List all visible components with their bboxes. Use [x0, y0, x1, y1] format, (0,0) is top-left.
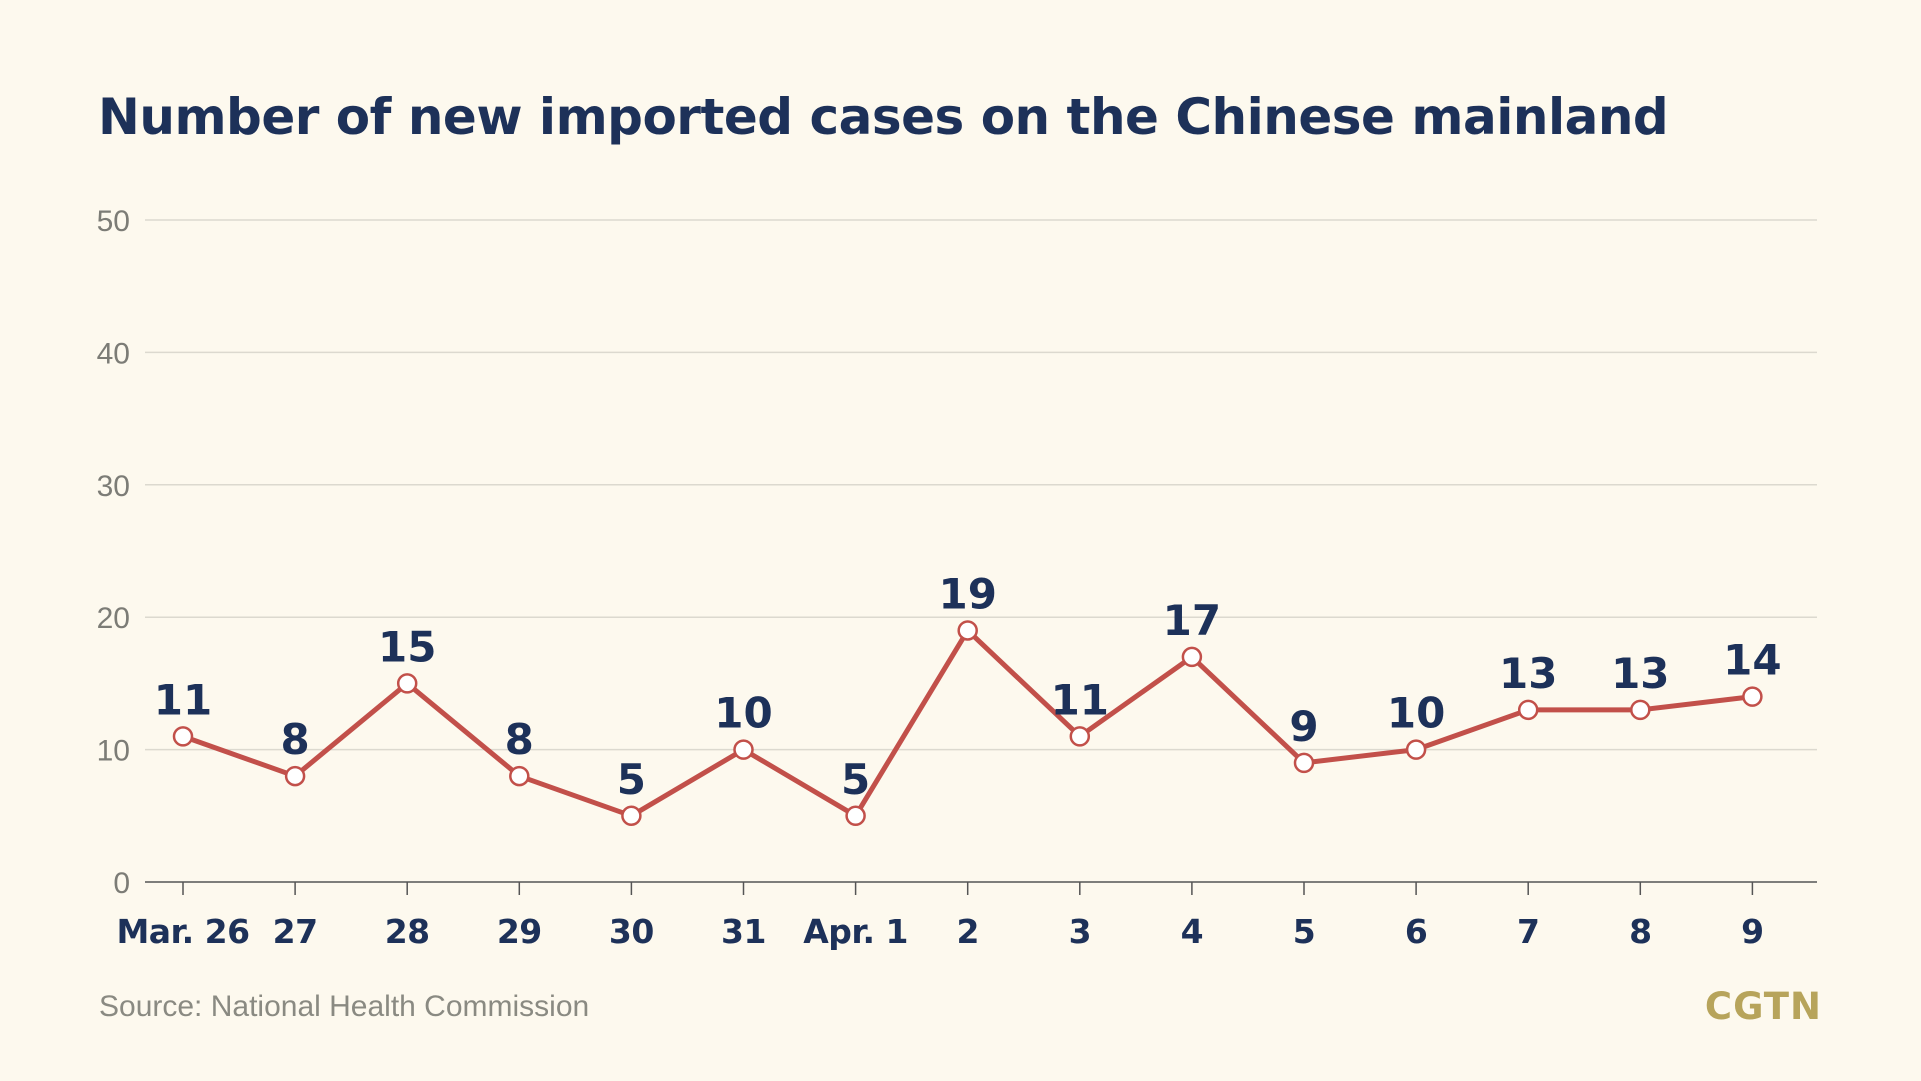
data-label: 5: [841, 755, 870, 804]
x-tick-label: 7: [1517, 912, 1539, 951]
cgtn-logo: CGTN: [1704, 985, 1822, 1028]
y-tick-label: 0: [113, 867, 130, 900]
data-point: [1181, 646, 1203, 668]
x-tick-label: 4: [1181, 912, 1203, 951]
x-tick-label: 5: [1293, 912, 1315, 951]
data-label: 11: [154, 675, 212, 724]
data-point: [396, 673, 418, 694]
x-tick-label: Mar. 26: [116, 912, 249, 951]
y-axis-tick-labels: 0 10 20 30 40 50: [97, 205, 130, 900]
x-tick-label: 3: [1069, 912, 1091, 951]
data-label: 17: [1163, 596, 1221, 645]
x-tick-label: 31: [721, 912, 766, 951]
y-tick-label: 20: [97, 602, 130, 635]
x-tick-label: 30: [609, 912, 654, 951]
x-tick-label: 28: [385, 912, 430, 951]
chart-title: Number of new imported cases on the Chin…: [98, 88, 1669, 146]
data-point: [172, 726, 194, 747]
x-axis: [145, 881, 1817, 895]
data-point: [1517, 699, 1539, 721]
x-tick-label: 8: [1629, 912, 1651, 951]
data-label: 13: [1611, 649, 1669, 698]
x-tick-label: 2: [956, 912, 978, 951]
x-axis-tick-labels: Mar. 26 27 28 29 30 31 Apr. 1 2 3 4 5 6 7 8 9: [116, 912, 1764, 951]
data-point: [621, 805, 642, 827]
y-tick-label: 40: [97, 337, 130, 370]
data-point: [957, 620, 978, 641]
data-label: 13: [1499, 649, 1557, 698]
y-tick-label: 10: [97, 735, 130, 768]
data-label: 5: [617, 755, 646, 804]
x-tick-label: 9: [1741, 912, 1763, 951]
data-point: [1742, 686, 1763, 707]
y-tick-label: 30: [97, 470, 130, 503]
data-label: 10: [714, 689, 772, 738]
data-point: [1630, 699, 1651, 721]
data-point: [1293, 752, 1315, 774]
data-markers: [172, 620, 1763, 827]
source-note: Source: National Health Commission: [99, 990, 590, 1023]
data-point: [1069, 726, 1091, 747]
gridlines: [145, 219, 1817, 751]
data-labels: 11 8 15 8 5 10 5 19 11 17 9 10 13 13 14: [154, 569, 1782, 803]
data-label: 9: [1289, 702, 1318, 751]
y-tick-label: 50: [97, 205, 130, 238]
data-label: 8: [280, 715, 309, 764]
x-tick-label: 6: [1405, 912, 1427, 951]
data-label: 10: [1387, 689, 1445, 738]
data-point: [509, 765, 530, 787]
x-tick-label: 29: [497, 912, 542, 951]
data-point: [845, 805, 866, 827]
data-point: [284, 765, 306, 787]
x-tick-label: 27: [273, 912, 318, 951]
data-label: 19: [938, 569, 996, 618]
x-tick-label: Apr. 1: [803, 912, 908, 951]
data-label: 14: [1723, 636, 1781, 685]
data-point: [733, 739, 754, 760]
data-point: [1405, 739, 1427, 760]
data-label: 11: [1051, 675, 1109, 724]
data-label: 8: [505, 715, 534, 764]
data-label: 15: [378, 622, 436, 671]
